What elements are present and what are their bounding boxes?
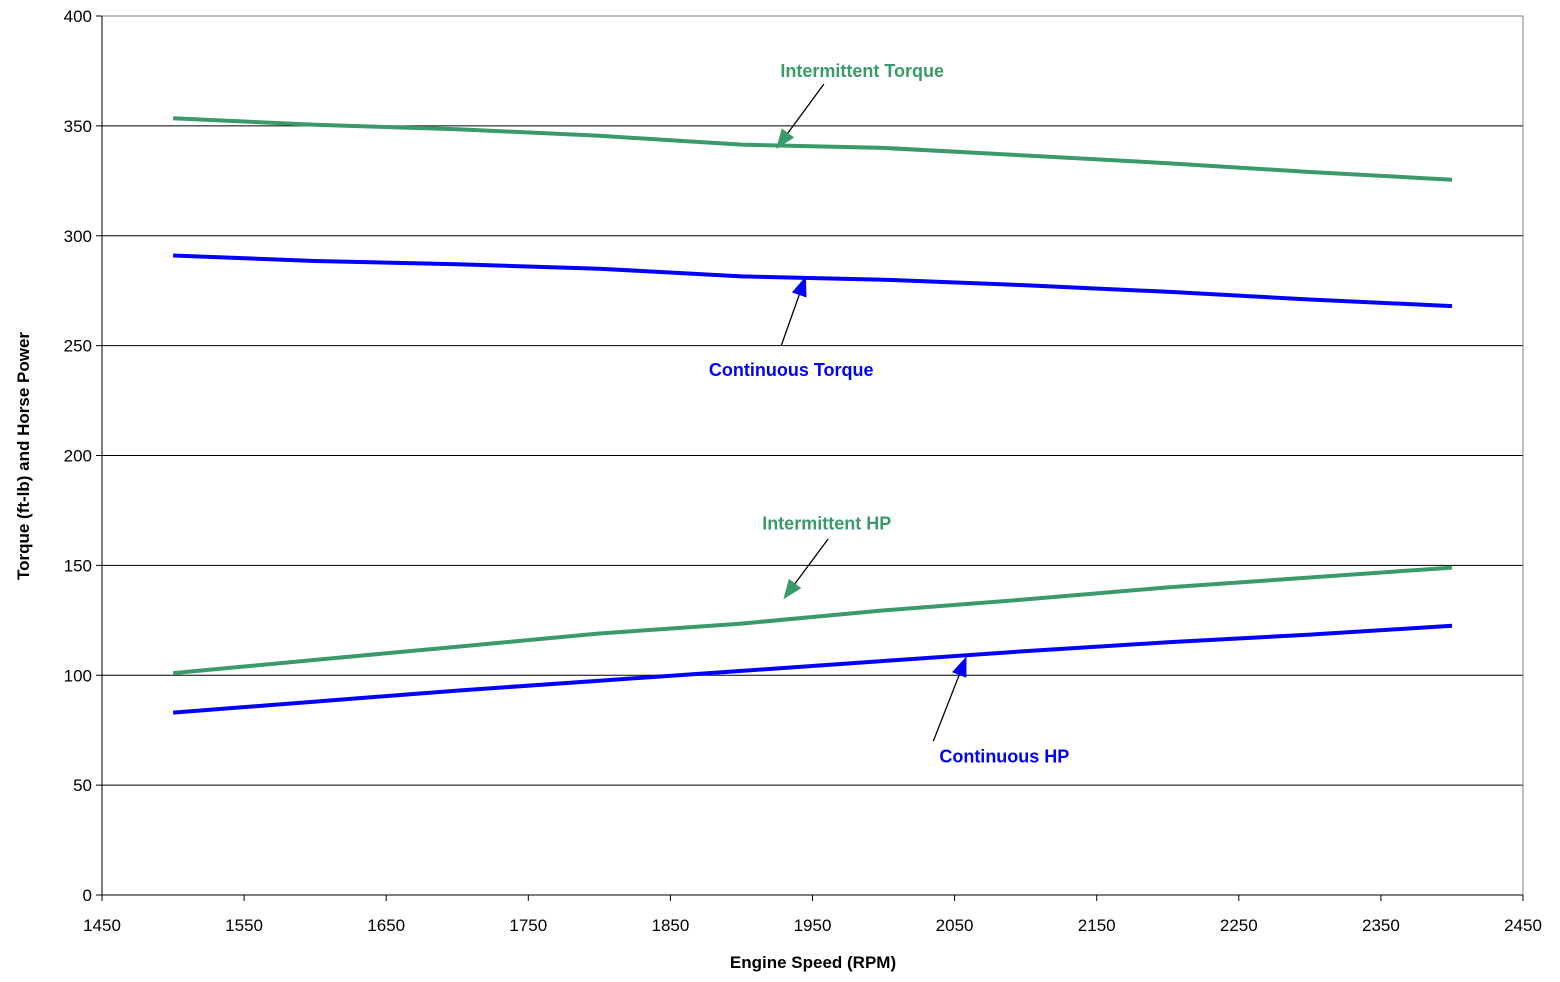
x-tick-label: 2350 xyxy=(1362,916,1400,935)
continuous-torque-line xyxy=(173,253,1453,309)
x-tick-label: 2250 xyxy=(1220,916,1258,935)
series-lines xyxy=(172,116,1453,715)
intermittent-hp-arrow-head xyxy=(783,578,802,600)
continuous-torque-label: Continuous Torque xyxy=(709,360,874,380)
gridlines xyxy=(102,15,1523,786)
x-tick-labels: 1450 1550 1650 1750 1850 1950 2050 2150 2250 2350… xyxy=(83,916,1542,935)
x-tick-label: 2150 xyxy=(1078,916,1116,935)
x-tick-label: 1550 xyxy=(225,916,263,935)
x-tick-label: 1850 xyxy=(651,916,689,935)
continuous-hp-arrow-head xyxy=(952,656,967,678)
intermittent-torque-arrow-head xyxy=(776,128,795,150)
continuous-hp-label: Continuous HP xyxy=(939,747,1069,767)
intermittent-hp-arrow-shaft xyxy=(794,538,829,585)
y-tick-label: 100 xyxy=(64,666,92,685)
x-axis-title: Engine Speed (RPM) xyxy=(730,953,896,972)
x-tick-label: 1950 xyxy=(794,916,832,935)
x-tick-label: 2450 xyxy=(1504,916,1542,935)
y-tick-label: 300 xyxy=(64,227,92,246)
y-tick-label: 250 xyxy=(64,337,92,356)
continuous-hp-arrow-shaft xyxy=(932,674,961,742)
continuous-torque-arrow-head xyxy=(791,276,807,298)
y-tick-label: 200 xyxy=(64,447,92,466)
x-tick-label: 1650 xyxy=(367,916,405,935)
intermittent-torque-line xyxy=(173,116,1453,182)
y-tick-labels: 0 50 100 150 200 250 300 350 400 xyxy=(64,7,92,905)
x-tick-label: 1750 xyxy=(509,916,547,935)
intermittent-hp-line xyxy=(172,565,1453,676)
y-tick-label: 0 xyxy=(83,886,92,905)
annotations: Intermittent Torque Continuous Torque Inte… xyxy=(709,61,1069,767)
y-tick-label: 350 xyxy=(64,117,92,136)
y-tick-label: 400 xyxy=(64,7,92,26)
x-tick-label: 1450 xyxy=(83,916,121,935)
y-tick-label: 50 xyxy=(73,776,92,795)
y-axis-title: Torque (ft-lb) and Horse Power xyxy=(14,332,33,580)
continuous-hp-line xyxy=(172,623,1453,715)
continuous-torque-arrow-shaft xyxy=(780,294,800,346)
tick-marks xyxy=(96,15,1524,901)
intermittent-torque-label: Intermittent Torque xyxy=(780,61,944,81)
intermittent-hp-label: Intermittent HP xyxy=(762,514,891,534)
x-tick-label: 2050 xyxy=(936,916,974,935)
intermittent-torque-arrow-shaft xyxy=(787,83,825,134)
y-tick-label: 150 xyxy=(64,556,92,575)
